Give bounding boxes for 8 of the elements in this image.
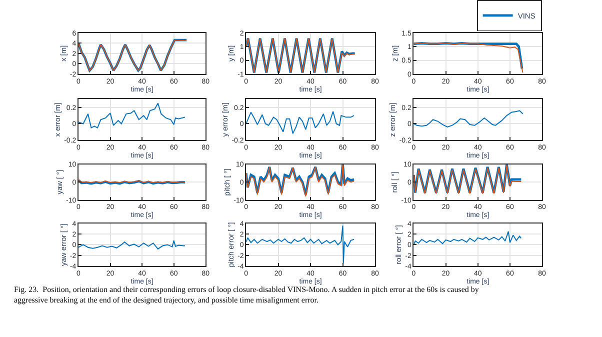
line-series	[246, 110, 355, 134]
line-series	[246, 225, 355, 264]
line-series	[246, 37, 356, 74]
line-series	[414, 230, 522, 246]
line-series	[414, 110, 524, 128]
line-series	[78, 102, 186, 128]
caption: Fig. 23. Position, orientation and their corresponding errors of loop closure-disabled VINS-Mono. A sudden in pitch error at the 60s is caused by aggressive breaking at the end of the designed trajectory, and possible time misalignment error.	[14, 285, 479, 304]
line-series	[78, 240, 186, 250]
